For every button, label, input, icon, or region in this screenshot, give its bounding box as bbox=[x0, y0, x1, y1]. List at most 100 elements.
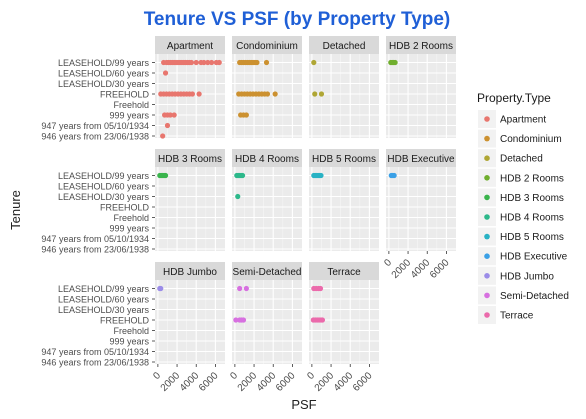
legend-label: HDB 5 Rooms bbox=[500, 232, 564, 243]
data-point bbox=[392, 59, 398, 66]
data-point bbox=[171, 112, 177, 118]
data-point bbox=[160, 133, 166, 139]
x-tick-label: 6000 bbox=[274, 370, 298, 394]
data-point bbox=[205, 59, 211, 66]
data-point bbox=[319, 317, 326, 323]
x-tick-label: 6000 bbox=[197, 370, 221, 394]
facet-panel: HDB 4 Rooms bbox=[232, 149, 302, 251]
legend-item: HDB 3 Rooms bbox=[478, 188, 564, 207]
data-point bbox=[216, 59, 222, 66]
legend-label: Detached bbox=[500, 154, 543, 165]
facet-strip bbox=[309, 36, 379, 54]
x-tick-label: 4000 bbox=[332, 370, 356, 394]
legend-label: HDB 2 Rooms bbox=[500, 173, 564, 184]
data-point bbox=[188, 59, 195, 66]
legend-item: Apartment bbox=[478, 110, 546, 128]
x-tick-label: 0 bbox=[305, 370, 317, 382]
y-tick-label: 947 years from 05/10/1934 bbox=[41, 121, 149, 131]
panel-background bbox=[386, 54, 456, 138]
facet-panels: Apartment Condominium Detached HDB 2 Rooms H… bbox=[155, 36, 456, 364]
facet-title: Semi-Detached bbox=[233, 267, 302, 278]
y-tick-label: 999 years bbox=[109, 110, 149, 120]
y-axis-title: Tenure bbox=[8, 190, 23, 230]
facet-panel: HDB 2 Rooms bbox=[386, 36, 456, 138]
data-point bbox=[162, 70, 169, 76]
legend-swatch bbox=[484, 273, 490, 279]
panel-background bbox=[232, 167, 302, 251]
data-point bbox=[158, 285, 164, 292]
facet-panel: Semi-Detached bbox=[232, 262, 302, 364]
facet-title: Terrace bbox=[327, 267, 361, 278]
y-tick-label: FREEHOLD bbox=[100, 202, 150, 212]
facet-panel: HDB 3 Rooms bbox=[155, 149, 225, 251]
data-point bbox=[318, 91, 325, 97]
facet-strip bbox=[155, 262, 225, 280]
y-tick-label: FREEHOLD bbox=[100, 89, 150, 99]
y-tick-label: LEASEHOLD/60 years bbox=[58, 68, 150, 78]
legend-swatch bbox=[484, 233, 490, 240]
legend-label: HDB Jumbo bbox=[500, 271, 554, 282]
legend-label: HDB 4 Rooms bbox=[500, 213, 564, 224]
legend-item: Condominium bbox=[478, 129, 562, 148]
y-tick-label: 999 years bbox=[109, 336, 149, 346]
x-axis-title: PSF bbox=[291, 397, 316, 412]
panel-background bbox=[309, 167, 379, 251]
data-point bbox=[193, 59, 199, 66]
data-point bbox=[164, 122, 171, 129]
legend-item: HDB Executive bbox=[478, 247, 568, 266]
data-point bbox=[162, 172, 169, 179]
facet-title: Detached bbox=[323, 41, 366, 52]
facet-strip bbox=[309, 262, 379, 280]
legend-swatch bbox=[484, 116, 490, 122]
facet-title: HDB 5 Rooms bbox=[312, 154, 376, 165]
data-point bbox=[240, 317, 247, 323]
legend-item: Detached bbox=[478, 149, 543, 168]
x-tick-label: 2000 bbox=[313, 370, 337, 394]
y-tick-label: 946 years from 23/06/1938 bbox=[41, 357, 149, 367]
legend-swatch bbox=[484, 214, 490, 220]
legend-label: Terrace bbox=[500, 311, 534, 322]
data-point bbox=[318, 172, 324, 179]
legend-label: Semi-Detached bbox=[500, 291, 569, 302]
x-tick-label: 0 bbox=[382, 257, 394, 269]
y-tick-label: LEASEHOLD/30 years bbox=[58, 192, 150, 202]
facet-title: HDB 4 Rooms bbox=[235, 154, 299, 165]
x-tick-label: 0 bbox=[151, 370, 163, 382]
facet-title: Condominium bbox=[236, 41, 298, 52]
x-tick-label: 2000 bbox=[236, 370, 260, 394]
y-tick-label: LEASEHOLD/99 years bbox=[58, 284, 150, 294]
data-point bbox=[233, 317, 239, 323]
data-point bbox=[317, 285, 324, 292]
legend-item: HDB 2 Rooms bbox=[478, 168, 564, 187]
data-point bbox=[264, 91, 271, 97]
facet-strip bbox=[386, 149, 456, 167]
x-tick-label: 2000 bbox=[390, 257, 414, 281]
facet-panel: Condominium bbox=[232, 36, 302, 138]
y-tick-label: Freehold bbox=[113, 100, 149, 110]
panel-background bbox=[155, 167, 225, 251]
chart-title: Tenure VS PSF (by Property Type) bbox=[144, 9, 451, 30]
data-point bbox=[263, 59, 270, 66]
x-tick-label: 4000 bbox=[178, 370, 202, 394]
facet-strip bbox=[155, 36, 225, 54]
data-point bbox=[208, 59, 215, 66]
data-point bbox=[189, 91, 195, 97]
y-tick-label: LEASEHOLD/99 years bbox=[58, 171, 150, 181]
data-point bbox=[391, 172, 397, 179]
legend-swatch bbox=[484, 135, 490, 142]
y-tick-label: LEASEHOLD/30 years bbox=[58, 79, 150, 89]
y-tick-label: Freehold bbox=[113, 213, 149, 223]
facet-panel: HDB Jumbo bbox=[155, 262, 225, 364]
facet-strip bbox=[386, 36, 456, 54]
facet-panel: HDB 5 Rooms bbox=[309, 149, 379, 251]
facet-title: HDB 2 Rooms bbox=[389, 41, 453, 52]
legend-swatch bbox=[484, 253, 490, 259]
legend: Property.Type Apartment Condominium Detache… bbox=[477, 91, 569, 324]
data-point bbox=[311, 59, 317, 66]
facet-title: HDB 3 Rooms bbox=[158, 154, 222, 165]
legend-item: HDB 4 Rooms bbox=[478, 208, 564, 226]
legend-label: Condominium bbox=[500, 134, 562, 145]
legend-swatch bbox=[484, 155, 490, 161]
